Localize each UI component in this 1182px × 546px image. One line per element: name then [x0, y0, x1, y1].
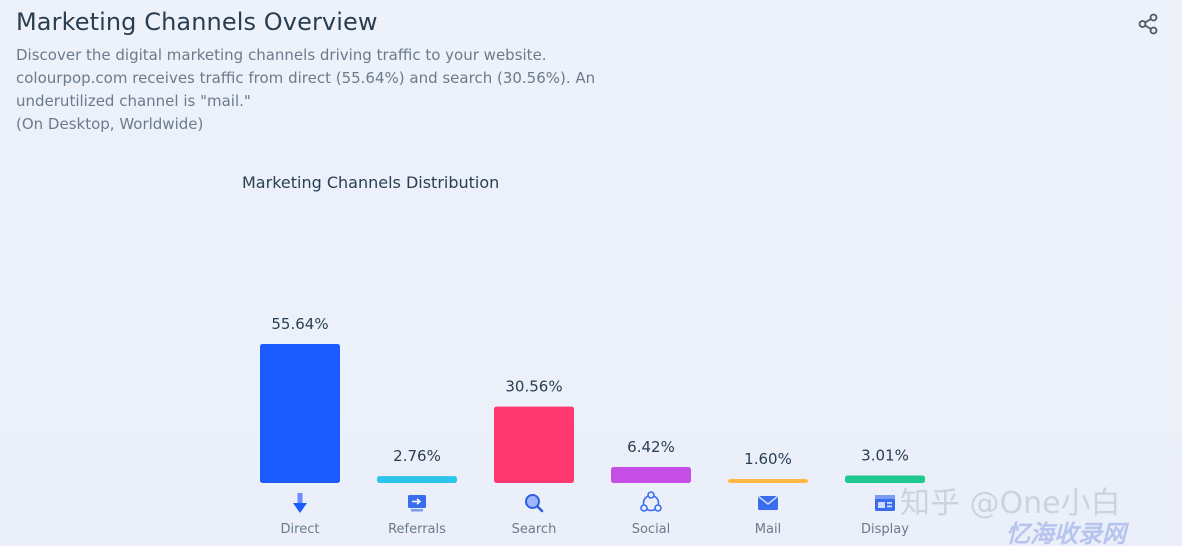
description-line-2: colourpop.com receives traffic from dire…	[16, 69, 596, 87]
bar-group-search[interactable]: 30.56% Search	[494, 378, 574, 537]
description-line-3: underutilized channel is "mail."	[16, 92, 251, 110]
social-share-icon	[640, 491, 662, 512]
value-label-referrals: 2.76%	[393, 447, 441, 465]
category-label-mail: Mail	[755, 522, 781, 537]
value-label-social: 6.42%	[627, 438, 675, 456]
category-label-referrals: Referrals	[388, 522, 446, 537]
category-label-direct: Direct	[281, 522, 320, 537]
display-icon	[875, 495, 895, 511]
bar-social[interactable]	[611, 466, 691, 483]
description: Discover the digital marketing channels …	[16, 44, 616, 136]
bar-group-referrals[interactable]: 2.76% Referrals	[377, 447, 457, 537]
share-icon[interactable]	[1136, 12, 1160, 36]
bar-mail[interactable]	[728, 479, 808, 483]
search-icon	[525, 494, 544, 513]
value-label-direct: 55.64%	[271, 315, 328, 333]
arrow-down-icon	[293, 493, 307, 513]
mail-icon	[757, 495, 779, 510]
referral-screen-icon	[408, 495, 426, 512]
bar-search[interactable]	[494, 406, 574, 483]
bar-referrals[interactable]	[377, 476, 457, 483]
chart-title: Marketing Channels Distribution	[242, 173, 500, 192]
description-line-1: Discover the digital marketing channels …	[16, 46, 547, 64]
value-label-mail: 1.60%	[744, 450, 792, 468]
bar-display[interactable]	[845, 475, 925, 483]
category-label-display: Display	[861, 522, 909, 537]
value-label-search: 30.56%	[505, 378, 562, 396]
bar-direct[interactable]	[260, 344, 340, 483]
category-label-social: Social	[632, 522, 671, 537]
bar-group-social[interactable]: 6.42% Social	[611, 438, 691, 537]
description-line-4: (On Desktop, Worldwide)	[16, 115, 204, 133]
value-label-display: 3.01%	[861, 446, 909, 464]
page-title: Marketing Channels Overview	[16, 8, 378, 36]
category-label-search: Search	[512, 522, 557, 537]
bar-group-mail[interactable]: 1.60% Mail	[728, 450, 808, 537]
bar-group-direct[interactable]: 55.64% Direct	[260, 315, 340, 537]
bar-group-display[interactable]: 3.01% Display	[845, 446, 925, 537]
